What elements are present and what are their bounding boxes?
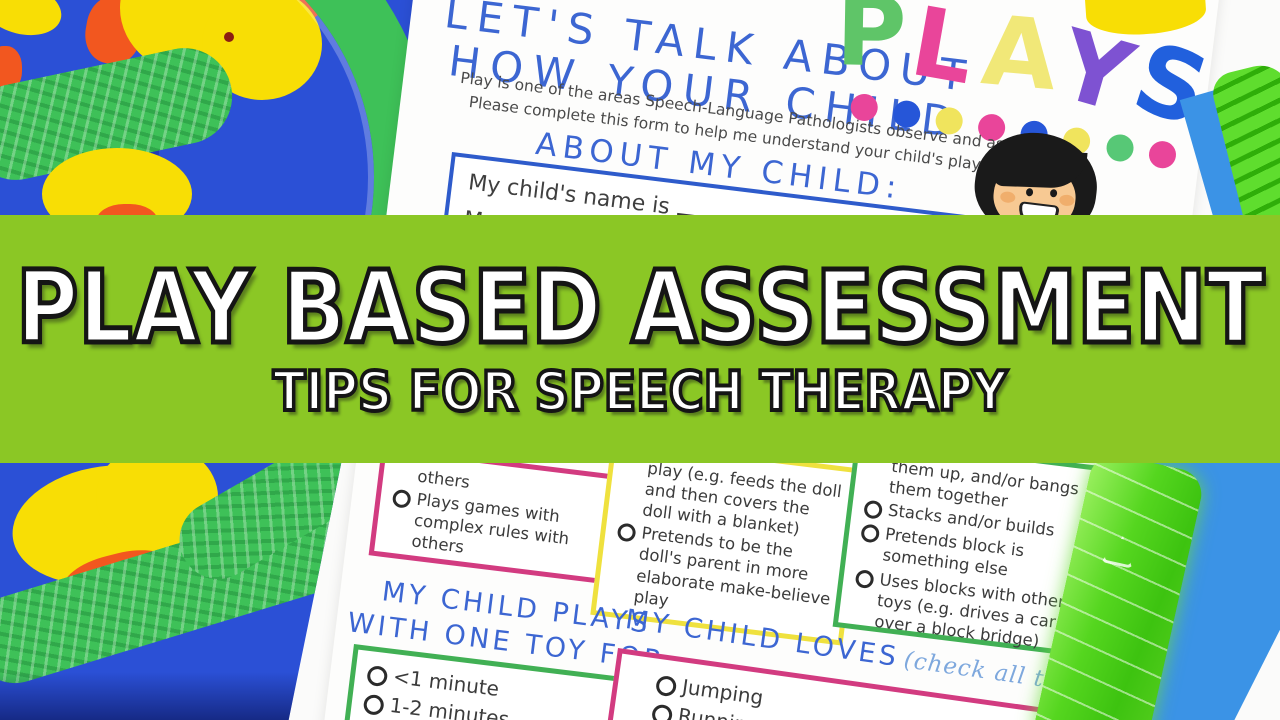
title-banner: PLAY BASED ASSESSMENT TIPS FOR SPEECH TH… bbox=[0, 215, 1280, 463]
checkbox-circle-icon bbox=[391, 488, 412, 509]
checkbox-circle-icon bbox=[654, 674, 678, 698]
dot bbox=[1104, 132, 1136, 164]
checkbox-circle-icon bbox=[362, 693, 385, 716]
banner-subtitle: TIPS FOR SPEECH THERAPY bbox=[271, 359, 1009, 423]
banner-title: PLAY BASED ASSESSMENT bbox=[14, 248, 1266, 366]
duck-pond-photo-bottom bbox=[0, 462, 342, 720]
checkbox-circle-icon bbox=[854, 568, 875, 589]
checkbox-circle-icon bbox=[863, 499, 884, 520]
checkbox-circle-icon bbox=[860, 523, 881, 544]
plays-letter: P bbox=[834, 0, 908, 89]
checkbox-circle-icon bbox=[616, 522, 637, 543]
checkbox-circle-icon bbox=[366, 664, 389, 688]
plays-letter: L bbox=[903, 0, 984, 107]
checkbox-circle-icon bbox=[650, 703, 674, 720]
wand-detail bbox=[1101, 533, 1139, 569]
dot bbox=[1146, 139, 1178, 171]
loves-column-1: Jumping Running Swinging Wrestling bbox=[642, 671, 776, 720]
duck-pond-photo-top bbox=[0, 0, 452, 232]
pond-shadow bbox=[0, 672, 342, 720]
plays-letter: A bbox=[977, 0, 1062, 113]
